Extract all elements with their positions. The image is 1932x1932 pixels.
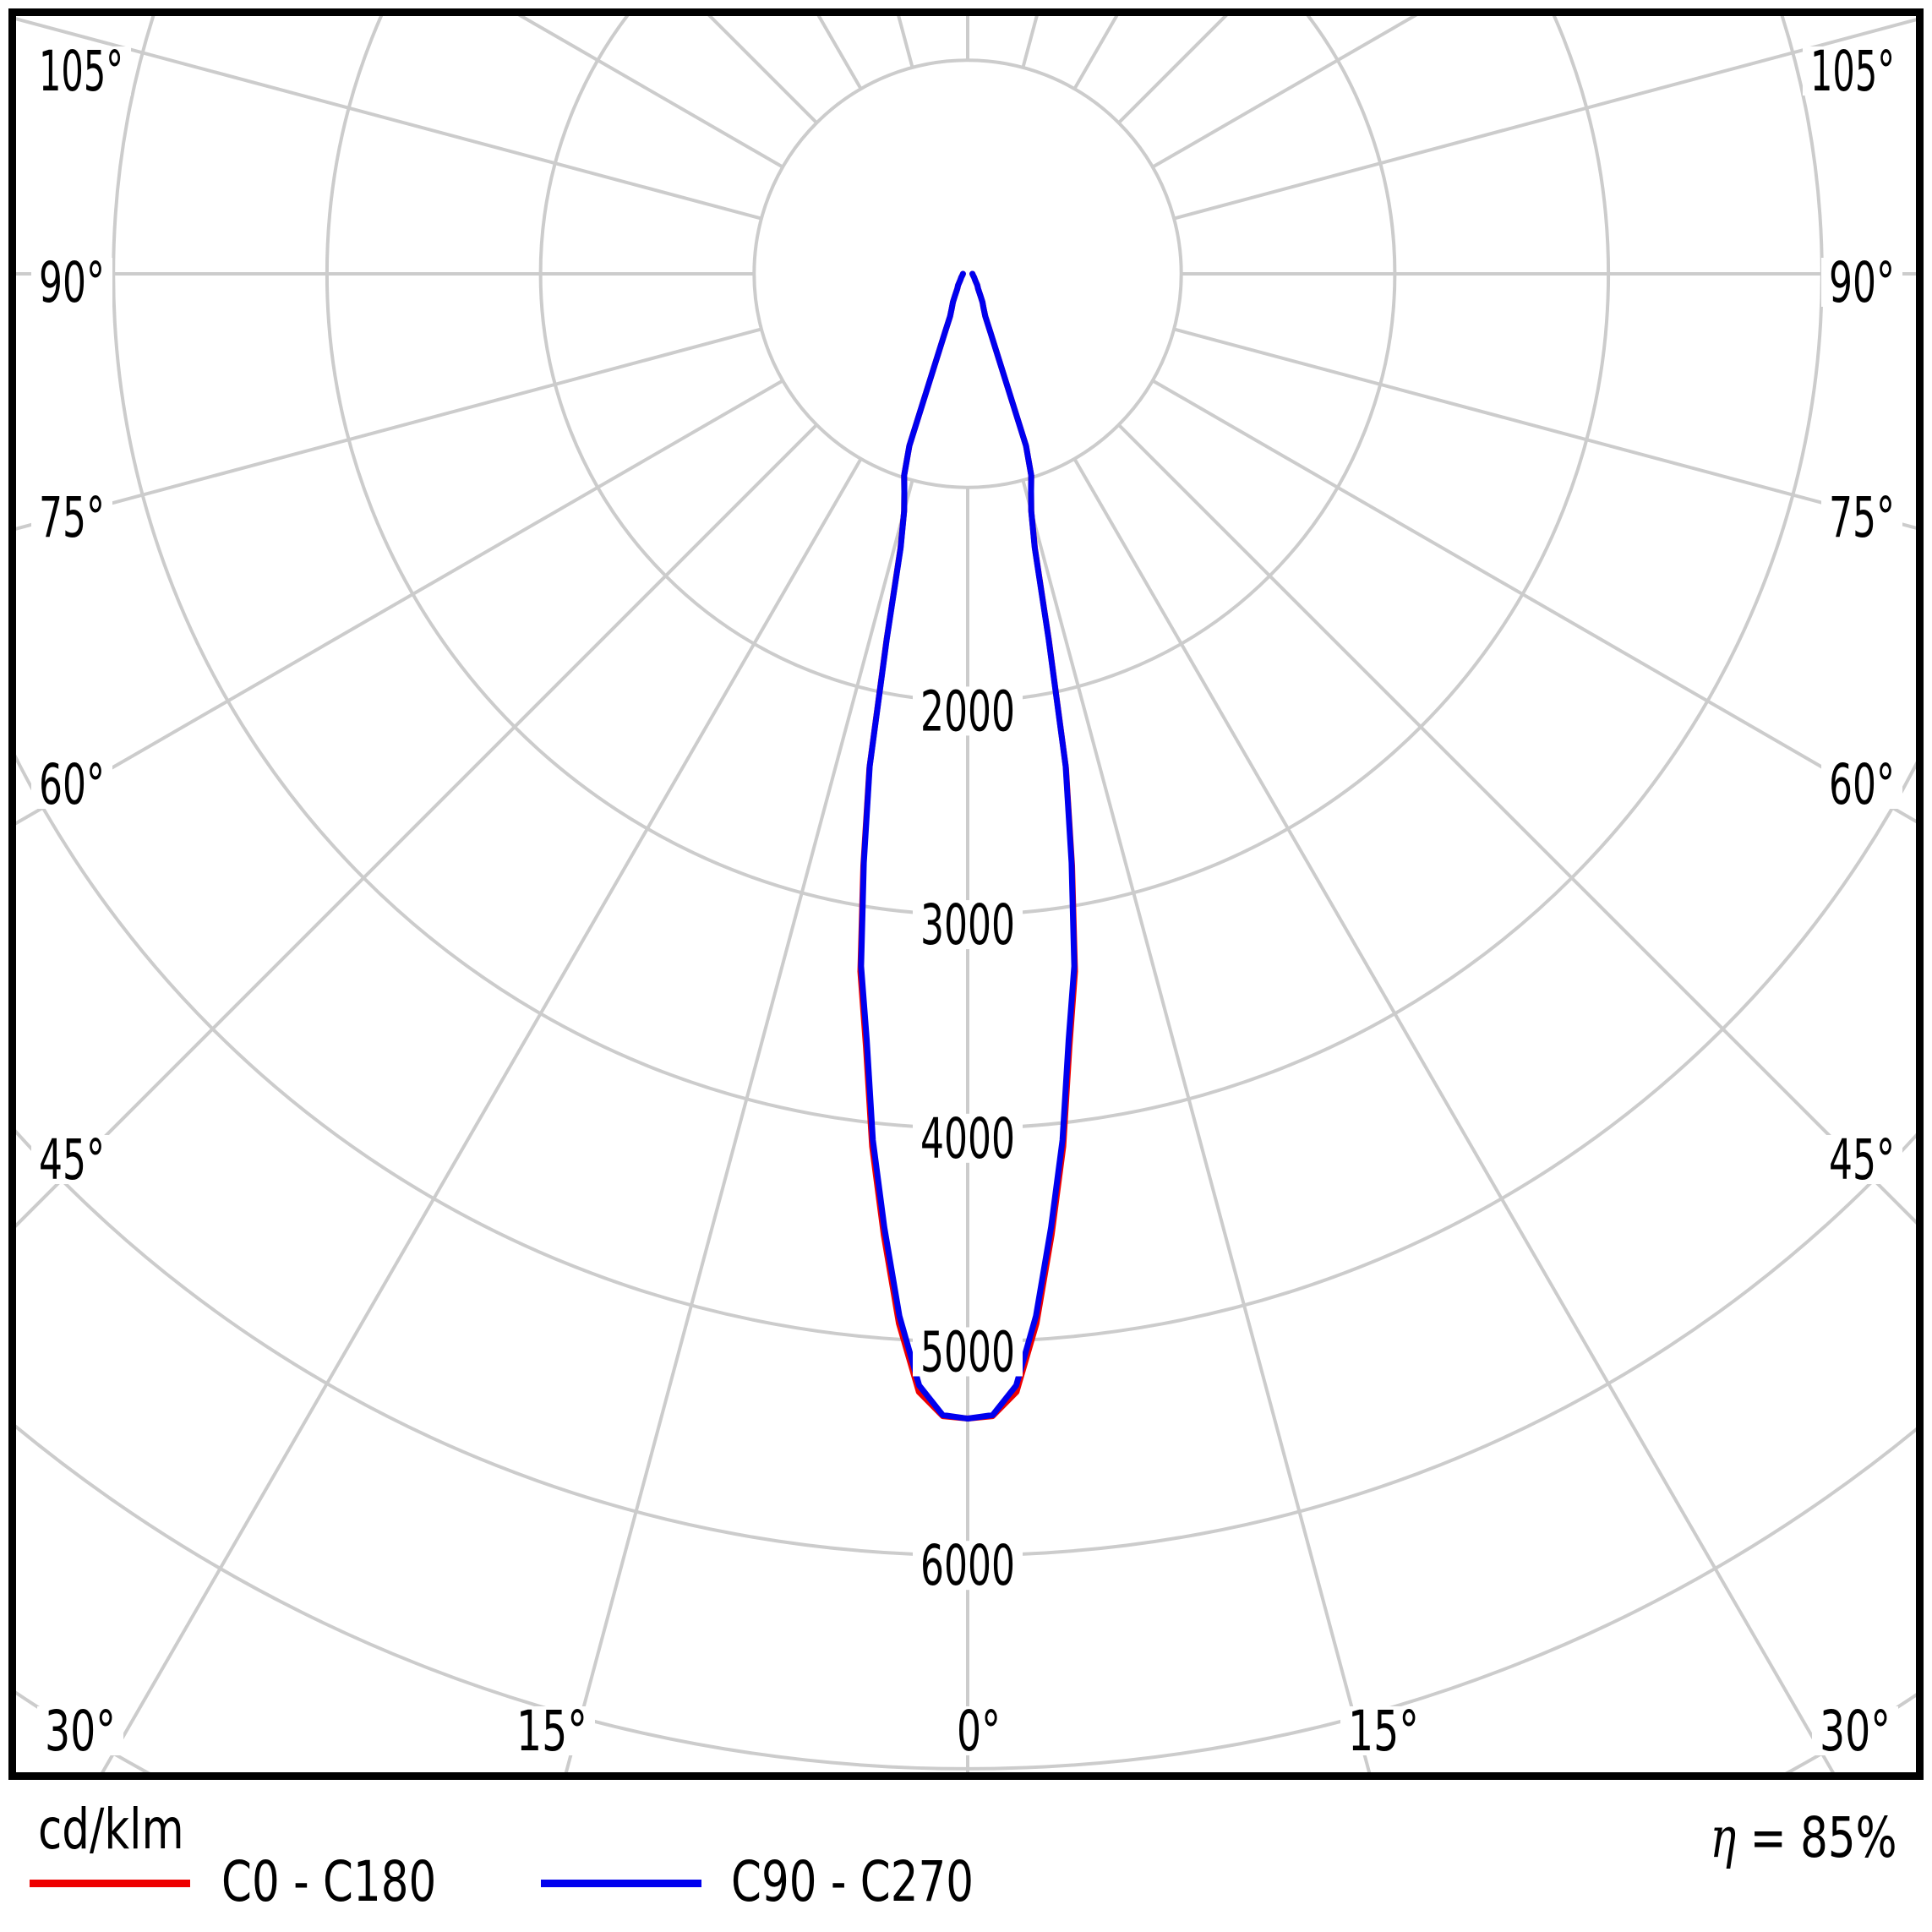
grid-spoke-30deg [1072, 457, 1835, 1772]
ring-label-5000-bg [913, 1327, 1023, 1377]
legend-swatch-c0-c180 [30, 1880, 190, 1887]
grid-spoke-315deg [16, 423, 818, 1228]
angle-label-left-60deg-bg [31, 760, 112, 809]
efficiency-value: = 85% [1750, 1805, 1897, 1870]
angle-label-bottom-1-15deg: 15° [516, 1699, 587, 1764]
angle-label-right-105deg: 105° [1810, 39, 1895, 104]
angle-label-left-105deg: 105° [39, 39, 123, 104]
eta-symbol: η [1710, 1805, 1737, 1870]
unit-label: cd/klm [38, 1802, 225, 1858]
angle-label-right-75deg: 75° [1829, 485, 1895, 550]
angle-label-bottom-3-15deg-bg [1340, 1706, 1427, 1755]
ring-label-4000-bg [913, 1113, 1023, 1163]
grid-spoke-60deg [1151, 379, 1916, 824]
curve-c90-c270 [858, 270, 1078, 1422]
ring-label-3000-bg [913, 900, 1023, 950]
angle-label-left-90deg-bg [31, 258, 112, 307]
angle-label-bottom-4-30deg-bg [1812, 1706, 1898, 1755]
grid-spoke-285deg [16, 327, 762, 531]
angle-label-left-75deg-bg [31, 493, 112, 542]
grid-spoke-15deg [1021, 479, 1372, 1772]
grid-spoke-345deg [564, 479, 914, 1772]
ring-label-6000-bg [913, 1541, 1023, 1591]
angle-label-left-90deg: 90° [39, 250, 105, 315]
angle-label-right-90deg: 90° [1829, 250, 1895, 315]
grid-ring-1000 [752, 58, 1183, 489]
angle-label-bottom-4-30deg: 30° [1820, 1699, 1891, 1764]
plot-border [8, 8, 1924, 1780]
angle-label-right-75deg-bg [1821, 493, 1902, 542]
angle-label-left-45deg: 45° [39, 1127, 105, 1192]
angle-label-bottom-2-0deg: 0° [957, 1699, 1001, 1764]
angle-label-left-75deg: 75° [39, 485, 105, 550]
ring-label-5000: 5000 [920, 1320, 1015, 1385]
legend-swatch-c90-c270 [541, 1880, 701, 1887]
angle-label-bottom-0-30deg: 30° [45, 1699, 116, 1764]
grid-spoke-300deg [16, 379, 784, 826]
angle-label-left-45deg-bg [31, 1135, 112, 1184]
angle-label-right-60deg-bg [1821, 760, 1902, 809]
legend-label-c90-c270: C90 - C270 [731, 1849, 974, 1914]
ring-label-2000: 2000 [920, 679, 1015, 744]
angle-label-right-45deg: 45° [1829, 1127, 1895, 1192]
angle-label-bottom-2-0deg-bg [949, 1706, 1008, 1755]
angle-label-bottom-3-15deg: 15° [1348, 1699, 1419, 1764]
efficiency-label: η = 85% [1657, 1810, 1897, 1866]
ring-label-3000: 3000 [920, 892, 1015, 958]
grid-spoke-105deg [1173, 18, 1916, 221]
ring-label-4000: 4000 [920, 1106, 1015, 1171]
angle-label-right-60deg: 60° [1829, 752, 1895, 817]
grid-spoke-45deg [1117, 423, 1916, 1225]
angle-label-left-60deg: 60° [39, 752, 105, 817]
angle-label-right-45deg-bg [1821, 1135, 1902, 1184]
unit-label-text: cd/klm [38, 1797, 184, 1862]
angle-label-right-105deg-bg [1803, 46, 1902, 96]
ring-label-6000: 6000 [920, 1533, 1015, 1598]
angle-label-left-105deg-bg [31, 46, 131, 96]
legend: C0 - C180 C90 - C270 [0, 1849, 1932, 1915]
ring-label-2000-bg [913, 686, 1023, 736]
grid-spoke-75deg [1173, 327, 1916, 530]
angle-label-bottom-0-30deg-bg [37, 1706, 123, 1755]
angle-label-bottom-1-15deg-bg [509, 1706, 595, 1755]
angle-label-right-90deg-bg [1821, 258, 1902, 307]
grid-spoke-255deg [16, 17, 762, 221]
legend-label-c0-c180: C0 - C180 [221, 1849, 437, 1914]
grid-spoke-330deg [101, 457, 863, 1772]
